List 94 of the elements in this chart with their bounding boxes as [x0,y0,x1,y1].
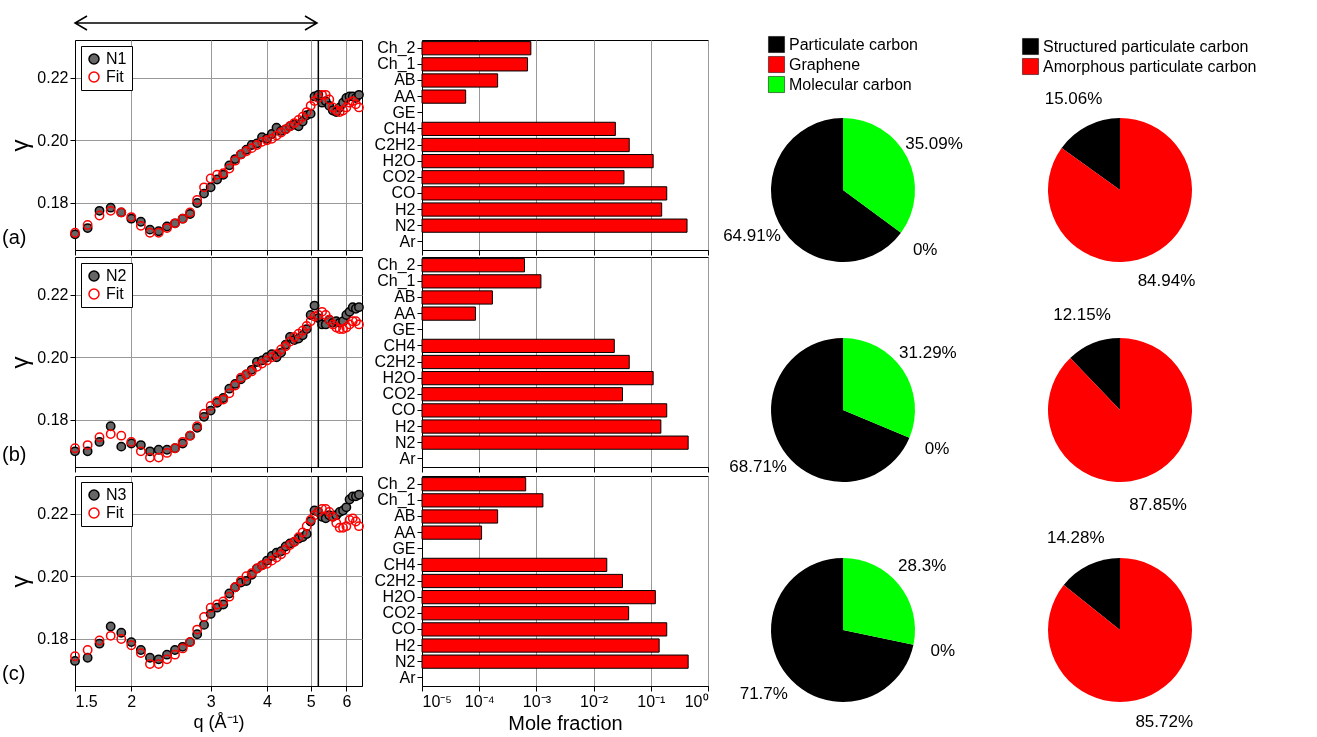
legend-label: Fit [106,68,125,85]
y-tick-label: H2 [395,636,416,654]
legend-label: Structured particulate carbon [1043,37,1249,55]
legend-label: Fit [106,285,125,302]
y-tick-label: CO2 [382,604,416,622]
y-tick-label: Ch_2 [377,39,416,58]
y-tick-label: C2H2 [374,136,416,153]
y-axis-title: γ [6,356,34,369]
y-tick-label: Ch_1 [377,491,416,510]
y-tick-label: Ch_2 [377,475,416,494]
y-tick-label: CO2 [382,385,416,403]
y-tick-label: CO [391,184,416,202]
legend-label: Amorphous particulate carbon [1043,57,1257,75]
y-tick-label: Ar [399,232,417,250]
y-tick-label: C2H2 [374,353,416,370]
data-label: 31.29% [899,343,957,363]
y-tick-label: N2 [395,652,416,670]
y-tick-label: 0.18 [37,194,69,212]
x-axis-title: q (Å⁻¹) [193,711,245,732]
y-tick-label: H2O [382,588,416,606]
y-tick-label: AB [394,71,416,89]
x-tick-label: 5 [306,692,316,710]
x-tick-label: 3 [206,692,216,710]
x-tick-label: 10⁻³ [522,692,552,710]
data-label: 68.71% [729,456,787,476]
legend-label: Graphene [789,55,861,73]
legend-label: N2 [106,267,127,284]
x-tick-label: 10⁻² [580,692,609,710]
data-label: 71.7% [739,684,788,704]
text: (b) [2,443,27,465]
data-label: 35.09% [905,133,963,153]
y-tick-label: Ch_1 [377,272,416,291]
legend-label: N1 [106,50,127,67]
y-tick-label: N2 [395,433,416,451]
y-tick-label: 0.22 [37,505,69,523]
text: 0% [924,439,950,459]
y-tick-label: AA [394,304,416,322]
x-tick-label: 10⁰ [684,692,709,710]
x-tick-label: 1.5 [75,692,98,710]
data-label: 15.06% [1044,89,1103,109]
y-tick-label: AB [394,507,416,525]
y-tick-label: CH4 [383,336,416,354]
y-axis-title: γ [6,575,34,588]
y-tick-label: AB [394,288,416,306]
y-tick-label: CH4 [383,555,416,573]
text: (a) [2,226,27,248]
y-tick-label: C2H2 [374,572,416,589]
y-tick-label: CO2 [382,168,416,186]
y-tick-label: 0.20 [37,348,69,366]
data-label: 12.15% [1053,305,1111,325]
data-label: 84.94% [1137,270,1196,290]
data-label: 28.3% [898,555,947,575]
y-tick-label: Ar [399,668,417,686]
x-tick-label: 10⁻¹ [637,692,666,710]
legend-label: Particulate carbon [789,35,918,53]
text: 0% [930,641,956,660]
text: (c) [2,662,26,684]
y-tick-label: GE [392,539,416,557]
y-tick-label: AA [394,87,416,105]
y-tick-label: 0.18 [37,411,69,429]
data-label: 85.72% [1135,711,1194,731]
y-tick-label: H2O [382,152,416,170]
y-tick-label: AA [394,523,416,541]
data-label: 14.28% [1046,528,1105,548]
y-tick-label: GE [392,320,416,338]
text: 0% [912,240,938,260]
y-tick-label: CO [391,401,416,419]
y-tick-label: CH4 [383,119,416,137]
y-tick-label: Ar [399,449,417,467]
y-tick-label: 0.18 [37,630,69,648]
legend-label: Molecular carbon [789,75,912,93]
x-axis-title: Mole fraction [508,711,623,734]
legend-label: Fit [106,504,125,521]
x-tick-label: 2 [127,692,137,710]
data-label: 64.91% [723,226,781,246]
x-tick-label: 10⁻⁴ [464,692,495,710]
legend-label: N3 [106,486,127,503]
y-tick-label: 0.20 [37,567,69,585]
y-tick-label: 0.20 [37,131,69,149]
y-tick-label: 0.22 [37,286,69,304]
y-tick-label: H2 [395,417,416,435]
y-tick-label: Ch_2 [377,256,416,275]
data-label: 87.85% [1129,494,1187,514]
x-tick-label: 6 [342,692,352,710]
y-tick-label: Ch_1 [377,55,416,74]
y-tick-label: H2O [382,369,416,387]
y-axis-title: γ [6,139,34,152]
y-tick-label: CO [391,620,416,638]
x-tick-label: 4 [263,692,273,710]
y-tick-label: H2 [395,200,416,218]
x-tick-label: 10⁻⁵ [422,692,452,710]
y-tick-label: N2 [395,216,416,234]
y-tick-label: GE [392,103,416,121]
y-tick-label: 0.22 [37,69,69,87]
